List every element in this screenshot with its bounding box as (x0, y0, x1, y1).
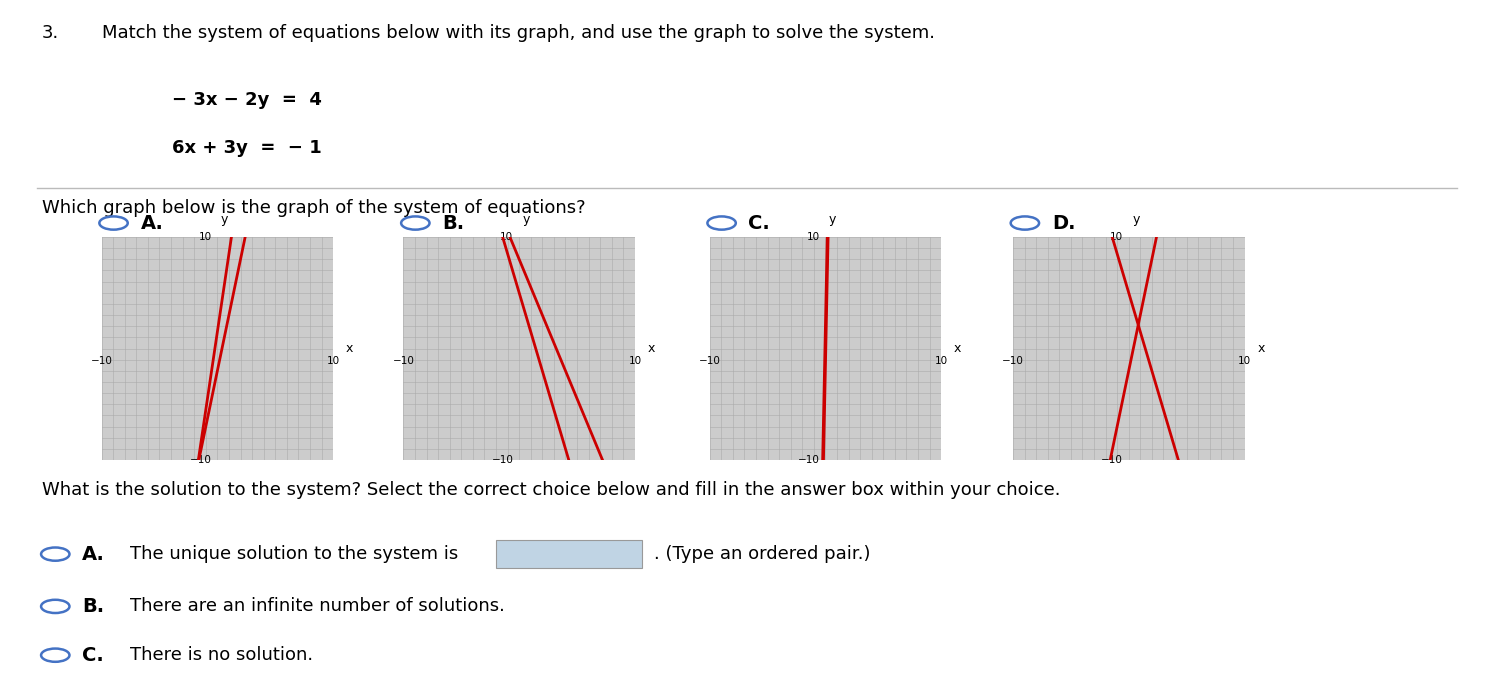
Text: 6x + 3y  =  − 1: 6x + 3y = − 1 (172, 139, 321, 158)
Text: 10: 10 (500, 232, 514, 242)
Text: What is the solution to the system? Select the correct choice below and fill in : What is the solution to the system? Sele… (42, 481, 1061, 499)
Text: x: x (1258, 342, 1264, 355)
Text: Match the system of equations below with its graph, and use the graph to solve t: Match the system of equations below with… (102, 24, 935, 43)
Text: −10: −10 (699, 356, 720, 367)
Text: y: y (829, 213, 837, 226)
Text: 10: 10 (1110, 232, 1123, 242)
Text: B.: B. (442, 213, 465, 233)
Text: D.: D. (1052, 213, 1076, 233)
Text: There are an infinite number of solutions.: There are an infinite number of solution… (130, 597, 505, 615)
Text: y: y (1132, 213, 1140, 226)
Text: − 3x − 2y  =  4: − 3x − 2y = 4 (172, 91, 321, 109)
Text: 10: 10 (1239, 356, 1250, 367)
Text: . (Type an ordered pair.): . (Type an ordered pair.) (654, 545, 871, 563)
Text: A.: A. (82, 544, 105, 564)
Text: −10: −10 (492, 455, 514, 465)
Text: Which graph below is the graph of the system of equations?: Which graph below is the graph of the sy… (42, 199, 586, 217)
Text: −10: −10 (393, 356, 414, 367)
Text: 10: 10 (199, 232, 212, 242)
Text: −10: −10 (798, 455, 820, 465)
Text: −10: −10 (1002, 356, 1023, 367)
Text: y: y (523, 213, 530, 226)
Text: −10: −10 (91, 356, 112, 367)
Text: −10: −10 (1101, 455, 1123, 465)
Text: A.: A. (140, 213, 163, 233)
Text: C.: C. (82, 645, 105, 665)
Text: 10: 10 (935, 356, 947, 367)
Text: The unique solution to the system is: The unique solution to the system is (130, 545, 459, 563)
Text: There is no solution.: There is no solution. (130, 646, 314, 664)
Text: 10: 10 (807, 232, 820, 242)
Text: −10: −10 (190, 455, 212, 465)
Text: x: x (648, 342, 654, 355)
Text: x: x (955, 342, 961, 355)
Text: y: y (221, 213, 229, 226)
Text: 10: 10 (327, 356, 339, 367)
Text: 3.: 3. (42, 24, 60, 43)
Text: B.: B. (82, 597, 105, 616)
Text: x: x (347, 342, 353, 355)
Text: C.: C. (748, 213, 771, 233)
Text: 10: 10 (629, 356, 641, 367)
